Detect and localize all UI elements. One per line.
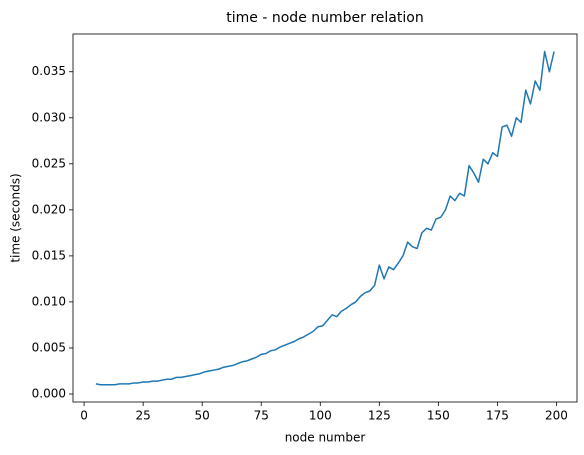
axes-frame [72,33,578,403]
y-tick-label: 0.030 [32,110,66,124]
x-tick-label: 100 [309,409,332,423]
x-tick-label: 175 [486,409,509,423]
x-tick-label: 0 [80,409,88,423]
x-tick-label: 50 [195,409,210,423]
data-line [95,50,555,386]
y-tick-label: 0.005 [32,340,66,354]
y-axis-label: time (seconds) [9,173,23,262]
y-tick-label: 0.015 [32,248,66,262]
x-tick-label: 75 [254,409,269,423]
chart-title: time - node number relation [226,10,423,26]
x-tick-label: 125 [368,409,391,423]
y-tick-label: 0.035 [32,64,66,78]
x-tick-label: 150 [427,409,450,423]
x-axis-label: node number [285,431,366,445]
y-tick-label: 0.020 [32,202,66,216]
y-tick-label: 0.010 [32,294,66,308]
x-tick-label: 25 [136,409,151,423]
x-tick-label: 200 [545,409,568,423]
y-tick-label: 0.025 [32,156,66,170]
y-tick-label: 0.000 [32,386,66,400]
